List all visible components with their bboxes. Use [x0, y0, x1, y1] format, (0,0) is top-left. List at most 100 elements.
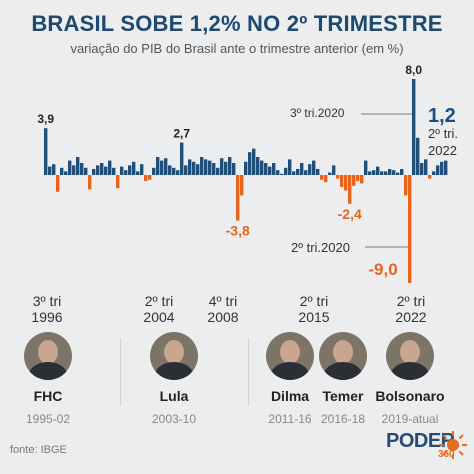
avatar: [150, 332, 198, 380]
bar: [372, 170, 376, 175]
bar: [220, 158, 224, 175]
data-label: 3,9: [37, 112, 54, 126]
bar: [436, 165, 440, 175]
bar: [60, 167, 64, 175]
bar: [440, 161, 444, 175]
bar: [224, 161, 228, 175]
bar: [64, 171, 68, 175]
timeline-mark: 2º tri 2004: [143, 293, 175, 325]
president-name: Temer: [322, 388, 364, 404]
timeline-mark: 2º tri 2015: [298, 293, 330, 325]
avatar: [386, 332, 434, 380]
bar: [328, 172, 332, 175]
avatar: [24, 332, 72, 380]
bar: [188, 159, 192, 175]
bar: [276, 170, 280, 175]
bar: [92, 169, 96, 175]
bar: [104, 166, 108, 175]
bar: [384, 171, 388, 175]
data-label: 8,0: [405, 63, 422, 77]
data-label: -3,8: [226, 223, 250, 239]
bar: [356, 175, 360, 181]
chart-subtitle: variação do PIB do Brasil ante o trimest…: [70, 41, 404, 56]
bar: [252, 148, 256, 175]
timeline-mark: 2º tri 2022: [395, 293, 427, 325]
bar: [348, 175, 352, 204]
divider: [248, 338, 249, 406]
bar: [284, 167, 288, 175]
bar: [300, 163, 304, 175]
bar: [256, 157, 260, 175]
bar: [412, 79, 416, 175]
bar: [376, 166, 380, 175]
president-dilma: Dilma 2011-16: [264, 332, 316, 426]
president-term: 2016-18: [320, 412, 366, 426]
bar: [112, 167, 116, 175]
source-note: fonte: IBGE: [10, 444, 67, 456]
bar: [428, 175, 432, 179]
bar: [212, 163, 216, 175]
bar: [324, 175, 328, 183]
bar: [312, 160, 316, 175]
bar: [100, 163, 104, 175]
callout-3tri2020: 3º tri.2020: [290, 106, 345, 120]
bar: [292, 171, 296, 175]
bar: [132, 161, 136, 175]
bar: [232, 163, 236, 175]
bar: [404, 175, 408, 196]
data-label: -9,0: [368, 260, 397, 279]
bar: [116, 175, 120, 189]
bar: [76, 157, 80, 175]
bar: [156, 157, 160, 175]
bar: [400, 169, 404, 175]
bar: [148, 175, 152, 180]
bar: [56, 175, 60, 192]
bar: [216, 167, 220, 175]
bar: [140, 164, 144, 175]
bar: [48, 166, 52, 175]
bar: [344, 175, 348, 191]
bar: [380, 171, 384, 175]
callout-2tri2020: 2º tri.2020: [291, 240, 350, 255]
bar: [204, 159, 208, 175]
bar: [68, 160, 72, 175]
bar: [84, 167, 88, 175]
bar: [152, 167, 156, 175]
bar: [128, 165, 132, 175]
bar: [420, 163, 424, 175]
poder360-logo: PODER 360: [386, 430, 455, 460]
bar: [352, 175, 356, 186]
bar: [308, 164, 312, 175]
bar: [288, 159, 292, 175]
bar: [244, 161, 248, 175]
president-name: Lula: [159, 388, 189, 404]
bar: [124, 170, 128, 175]
bar: [268, 166, 272, 175]
bar: [272, 163, 276, 175]
bar: [240, 175, 244, 196]
president-fhc: FHC 1995-02: [22, 332, 74, 426]
avatar: [266, 332, 314, 380]
bar: [368, 171, 372, 175]
bar: [424, 159, 428, 175]
avatar: [319, 332, 367, 380]
president-bolsonaro: Bolsonaro 2019-atual: [372, 332, 448, 426]
bar: [228, 157, 232, 175]
bar: [120, 166, 124, 175]
bar: [364, 160, 368, 175]
gdp-bar-chart: 3,9 2,7 -3,8 -2,4 8,0 -9,0 1,2: [37, 63, 456, 283]
bar: [296, 169, 300, 175]
sun-icon: [439, 431, 467, 459]
bar: [236, 175, 240, 221]
bar: [44, 128, 48, 175]
president-temer: Temer 2016-18: [314, 332, 372, 426]
bar: [176, 170, 180, 175]
bar: [172, 167, 176, 175]
president-term: 2003-10: [151, 412, 197, 426]
president-name: FHC: [33, 388, 63, 404]
data-label: 1,2: [428, 105, 456, 127]
divider: [120, 338, 121, 406]
data-label: -2,4: [338, 206, 362, 222]
bar: [416, 137, 420, 175]
bar: [196, 164, 200, 175]
